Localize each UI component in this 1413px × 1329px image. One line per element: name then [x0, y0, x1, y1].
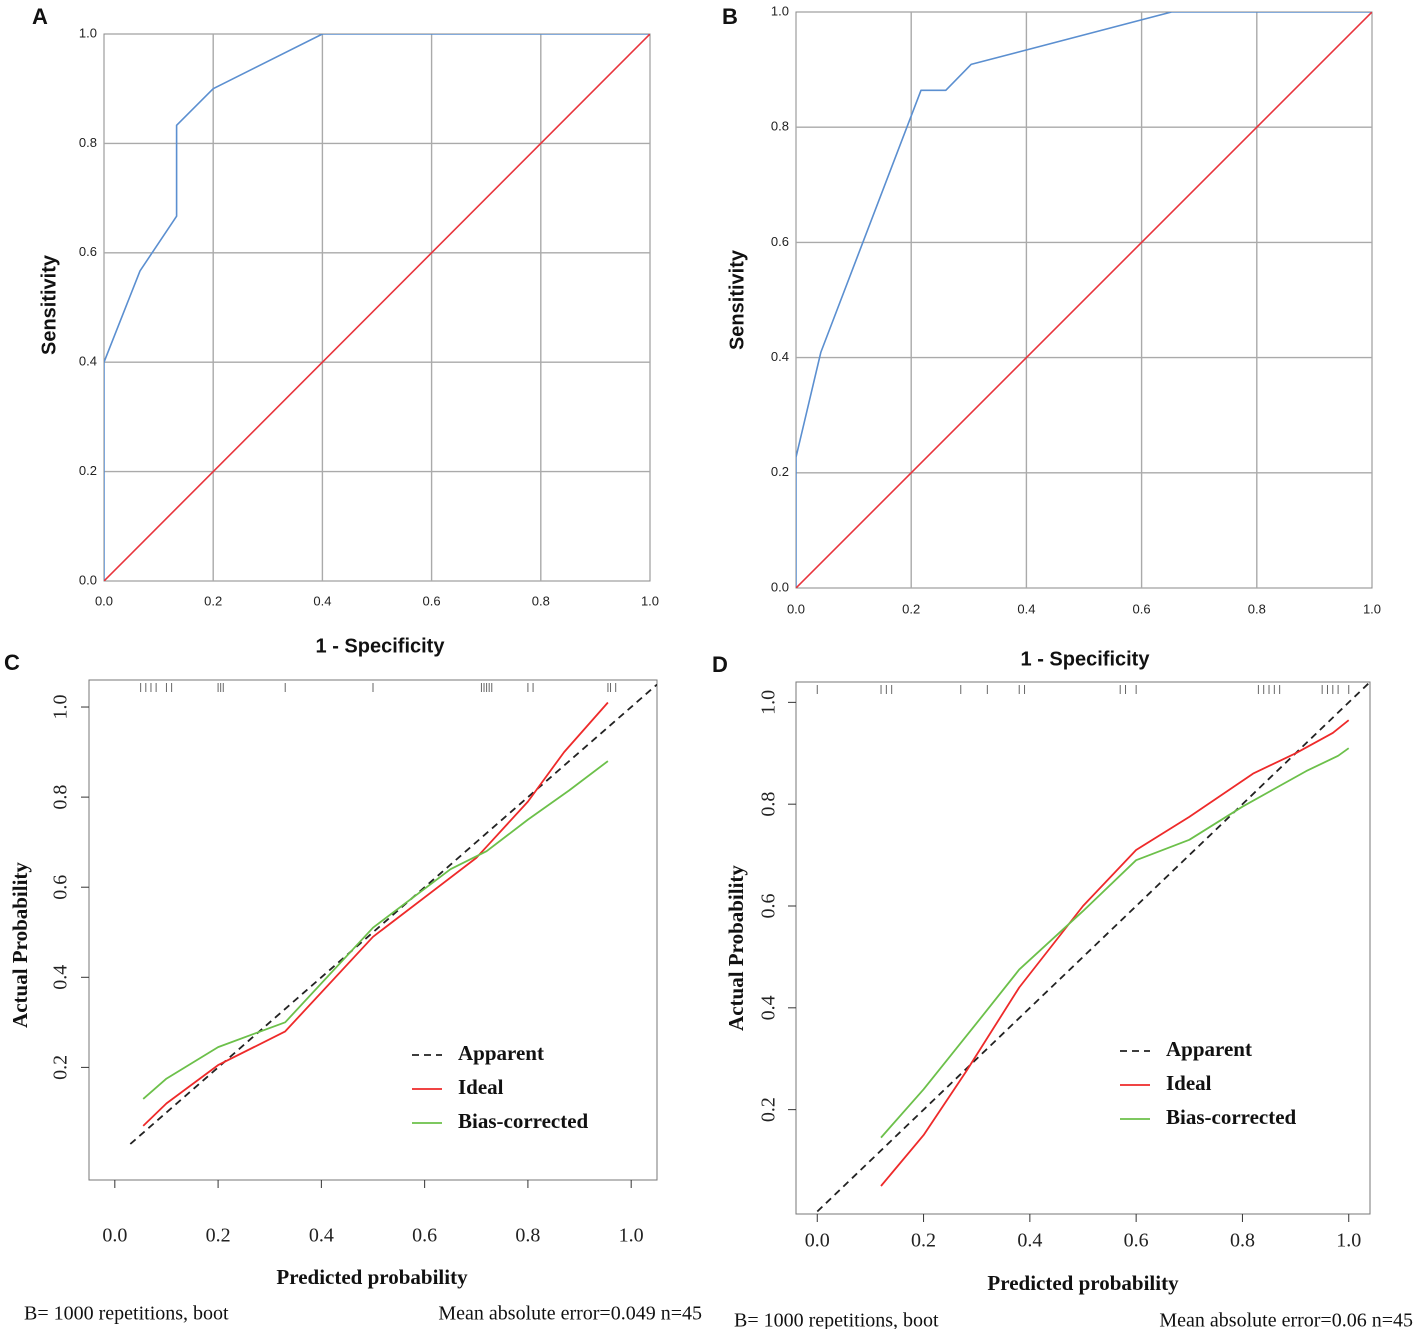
- y-tick-label: 1.0: [771, 3, 789, 18]
- legend-label: Ideal: [1166, 1071, 1212, 1095]
- x-tick-label: 0.6: [412, 1225, 437, 1247]
- panel-c: C 0.0 0.2 0.4 0.6 0.8 1.0 0.2 0.4 0.6 0.8 1.0 Predic…: [4, 650, 702, 1325]
- x-tick-label: 0.6: [1124, 1230, 1149, 1252]
- panel-b: B 0.0 0.2 0.4 0.6 0.8 1.0 0.0 0.2 0.4 0.6 0.8 1.0 1 -…: [722, 3, 1381, 670]
- x-tick-label: 1.0: [1363, 601, 1381, 616]
- panel-a: A 0.0 0.2 0.4 0.6 0.8 1.0 0.0 0.2 0.4 0.6 0.8 1.0 1 -…: [32, 4, 659, 657]
- footnote-right: Mean absolute error=0.049 n=45: [438, 1303, 702, 1325]
- x-tick-label: 0.4: [309, 1225, 334, 1247]
- y-axis-title: Sensitivity: [726, 249, 748, 350]
- y-axis-title: Actual Probability: [8, 862, 32, 1028]
- legend-label: Bias-corrected: [1166, 1105, 1297, 1129]
- y-tick-label: 0.6: [758, 894, 780, 919]
- x-tick-label: 1.0: [1336, 1230, 1361, 1252]
- x-tick-label: 0.8: [515, 1225, 540, 1247]
- series-apparent: [129, 683, 657, 1145]
- y-tick-label: 0.4: [50, 965, 72, 990]
- x-tick-label: 0.8: [1248, 601, 1266, 616]
- x-tick-label: 0.2: [206, 1225, 231, 1247]
- y-tick-label: 0.2: [79, 463, 97, 478]
- series-roc-curve: [796, 12, 1372, 588]
- series-ideal: [142, 701, 609, 1127]
- x-axis-title: 1 - Specificity: [1021, 648, 1151, 670]
- x-tick-label: 0.0: [787, 601, 805, 616]
- panel-label: D: [712, 652, 728, 677]
- x-axis-title: Predicted probability: [276, 1265, 468, 1289]
- y-tick-label: 0.4: [79, 354, 97, 369]
- y-tick-label: 0.0: [771, 579, 789, 594]
- panel-label: A: [32, 4, 48, 29]
- footnote-left: B= 1000 repetitions, boot: [734, 1310, 939, 1329]
- x-tick-label: 0.0: [805, 1230, 830, 1252]
- x-tick-label: 0.0: [95, 593, 113, 608]
- x-tick-label: 0.8: [1230, 1230, 1255, 1252]
- panel-label: C: [4, 650, 20, 675]
- y-tick-label: 0.6: [50, 875, 72, 900]
- y-tick-label: 0.6: [79, 244, 97, 259]
- y-tick-label: 0.2: [771, 464, 789, 479]
- x-axis-title: 1 - Specificity: [316, 635, 446, 657]
- y-tick-label: 0.8: [758, 792, 780, 817]
- footnote-right: Mean absolute error=0.06 n=45: [1159, 1310, 1413, 1329]
- y-tick-label: 0.0: [79, 572, 97, 587]
- y-tick-label: 1.0: [79, 25, 97, 40]
- y-tick-label: 0.4: [771, 349, 789, 364]
- x-tick-label: 0.4: [1017, 601, 1035, 616]
- y-tick-label: 1.0: [758, 690, 780, 715]
- plot-frame: [795, 681, 1371, 1215]
- series-ideal: [880, 719, 1350, 1187]
- x-tick-label: 0.2: [902, 601, 920, 616]
- legend-label: Apparent: [1166, 1037, 1252, 1061]
- y-tick-label: 0.6: [771, 234, 789, 249]
- x-tick-label: 0.6: [423, 593, 441, 608]
- y-tick-label: 1.0: [50, 695, 72, 720]
- x-tick-label: 0.8: [532, 593, 550, 608]
- series-roc-curve: [104, 34, 650, 581]
- y-tick-label: 0.2: [758, 1097, 780, 1122]
- y-tick-label: 0.8: [771, 119, 789, 134]
- series-reference-line: [104, 34, 650, 581]
- plot-frame: [795, 11, 1373, 589]
- y-tick-label: 0.2: [50, 1055, 72, 1080]
- series-bias-corrected: [142, 760, 609, 1100]
- x-tick-label: 0.0: [102, 1225, 127, 1247]
- x-tick-label: 0.4: [313, 593, 331, 608]
- series-apparent: [816, 682, 1370, 1213]
- x-tick-label: 1.0: [619, 1225, 644, 1247]
- legend-label: Apparent: [458, 1041, 544, 1065]
- y-tick-label: 0.8: [50, 785, 72, 810]
- x-axis-title: Predicted probability: [987, 1271, 1179, 1295]
- y-tick-label: 0.8: [79, 135, 97, 150]
- y-axis-title: Actual Probability: [724, 865, 748, 1031]
- x-tick-label: 0.6: [1133, 601, 1151, 616]
- legend-label: Ideal: [458, 1075, 504, 1099]
- y-tick-label: 0.4: [758, 995, 780, 1020]
- panel-d: D 0.0 0.2 0.4 0.6 0.8 1.0 0.2 0.4 0.6 0.8 1.0 Predic…: [712, 652, 1413, 1329]
- x-tick-label: 1.0: [641, 593, 659, 608]
- x-tick-label: 0.2: [204, 593, 222, 608]
- series-bias-corrected: [880, 747, 1350, 1139]
- panel-label: B: [722, 4, 738, 29]
- y-axis-title: Sensitivity: [38, 254, 60, 355]
- legend-label: Bias-corrected: [458, 1109, 589, 1133]
- footnote-left: B= 1000 repetitions, boot: [24, 1303, 229, 1325]
- x-tick-label: 0.2: [911, 1230, 936, 1252]
- plot-frame: [88, 679, 658, 1181]
- x-tick-label: 0.4: [1017, 1230, 1042, 1252]
- series-reference-line: [796, 12, 1372, 588]
